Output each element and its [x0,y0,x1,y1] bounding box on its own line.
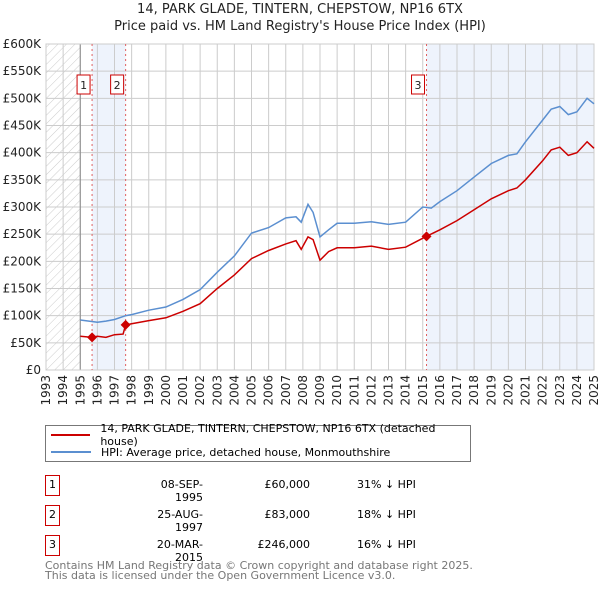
plot-border [45,43,595,371]
sale-label-border [411,74,426,95]
property-price-line [80,140,595,339]
x-tick-label: 2006 [262,375,276,406]
x-tick-label: 2008 [296,375,310,406]
footer-licence: This data is licensed under the Open Gov… [45,569,396,582]
x-tick-label: 2019 [484,375,498,406]
x-tick-label: 1994 [56,375,70,406]
y-tick-label: £100K [3,309,43,323]
legend-label: HPI: Average price, detached house, Monm… [101,445,391,459]
sale-row: 1 08-SEP-1995 £60,000 31% ↓ HPI [45,475,485,504]
y-tick-label: £550K [3,64,43,78]
x-tick-label: 1993 [39,375,53,406]
x-tick-label: 2011 [347,375,361,406]
y-tick-label: £500K [3,91,43,105]
x-tick-label: 2007 [279,375,293,406]
y-tick-label: £450K [3,119,43,133]
sale-number-badge: 3 [45,535,60,556]
x-tick-label: 2000 [159,375,173,406]
chart-title: 14, PARK GLADE, TINTERN, CHEPSTOW, NP16 … [137,2,463,17]
x-tick-label: 2021 [519,375,533,406]
legend-item-property: 14, PARK GLADE, TINTERN, CHEPSTOW, NP16 … [46,422,470,448]
sale-row: 2 25-AUG-1997 £83,000 18% ↓ HPI [45,505,485,534]
sale-date: 20-MAR-2015 [156,538,203,564]
sale-number-badge: 1 [45,475,60,496]
y-tick-label: £400K [3,146,43,160]
x-tick-label: 1997 [108,375,122,406]
x-tick-label: 1999 [142,375,156,406]
sale-label-number: 2 [114,79,121,92]
sale-label-box: 2 [110,74,125,95]
sale-date: 25-AUG-1997 [157,508,203,534]
footer-copyright: Contains HM Land Registry data © Crown c… [45,559,473,572]
y-tick-label: £150K [3,282,43,296]
x-tick-label: 1998 [125,375,139,406]
sale-label-box: 1 [76,74,91,95]
x-tick-label: 1995 [73,375,87,406]
x-tick-label: 2003 [210,375,224,406]
sale-point [120,319,131,330]
y-tick-label: £200K [3,254,43,268]
sale-point [87,332,98,343]
x-tick-label: 2012 [364,375,378,406]
x-tick-label: 2023 [553,375,567,406]
hpi-line [80,97,595,323]
x-tick-label: 2025 [587,375,600,406]
y-tick-label: £50K [10,336,42,350]
sale-hpi-diff: 18% ↓ HPI [357,508,416,521]
red-line-swatch [51,434,91,436]
x-tick-label: 2013 [382,375,396,406]
sale-point [421,231,432,242]
sale-price: £60,000 [264,478,311,491]
y-tick-label: £350K [3,173,43,187]
x-tick-label: 2004 [227,375,241,406]
sale-price: £83,000 [264,508,311,521]
sale-label-number: 1 [80,79,87,92]
y-tick-label: £250K [3,227,43,241]
legend-label: 14, PARK GLADE, TINTERN, CHEPSTOW, NP16 … [100,422,436,448]
y-tick-label: £300K [3,200,43,214]
x-tick-label: 1996 [90,375,104,406]
sale-date: 08-SEP-1995 [160,478,203,504]
legend: 14, PARK GLADE, TINTERN, CHEPSTOW, NP16 … [45,422,471,462]
x-tick-label: 2005 [245,375,259,406]
sale-row: 3 20-MAR-2015 £246,000 16% ↓ HPI [45,535,485,564]
x-tick-label: 2018 [467,375,481,406]
x-tick-label: 2017 [450,375,464,406]
x-tick-label: 2014 [399,375,413,406]
legend-item-hpi: HPI: Average price, detached house, Monm… [46,444,390,460]
x-tick-label: 2002 [193,375,207,406]
blue-line-swatch [51,451,91,453]
sale-price: £246,000 [257,538,311,551]
sale-hpi-diff: 16% ↓ HPI [357,538,416,551]
x-tick-label: 2022 [536,375,550,406]
chart-subtitle: Price paid vs. HM Land Registry's House … [114,19,486,34]
price-chart: £0 £50K £100K £150K £200K £250K £300K £350K £400… [3,37,600,406]
sale-label-box: 3 [411,74,426,95]
y-tick-label: £600K [3,37,43,51]
sale-hpi-diff: 31% ↓ HPI [357,478,416,491]
x-tick-label: 2016 [433,375,447,406]
x-tick-label: 2015 [416,375,430,406]
sale-number-badge: 2 [45,505,60,526]
sale-label-number: 3 [415,79,422,92]
x-tick-label: 2020 [501,375,515,406]
x-tick-label: 2001 [176,375,190,406]
sale-label-border [76,74,91,95]
y-tick-label: £0 [26,363,41,377]
x-tick-label: 2024 [570,375,584,406]
x-tick-label: 2010 [330,375,344,406]
sale-label-border [110,74,125,95]
x-tick-label: 2009 [313,375,327,406]
